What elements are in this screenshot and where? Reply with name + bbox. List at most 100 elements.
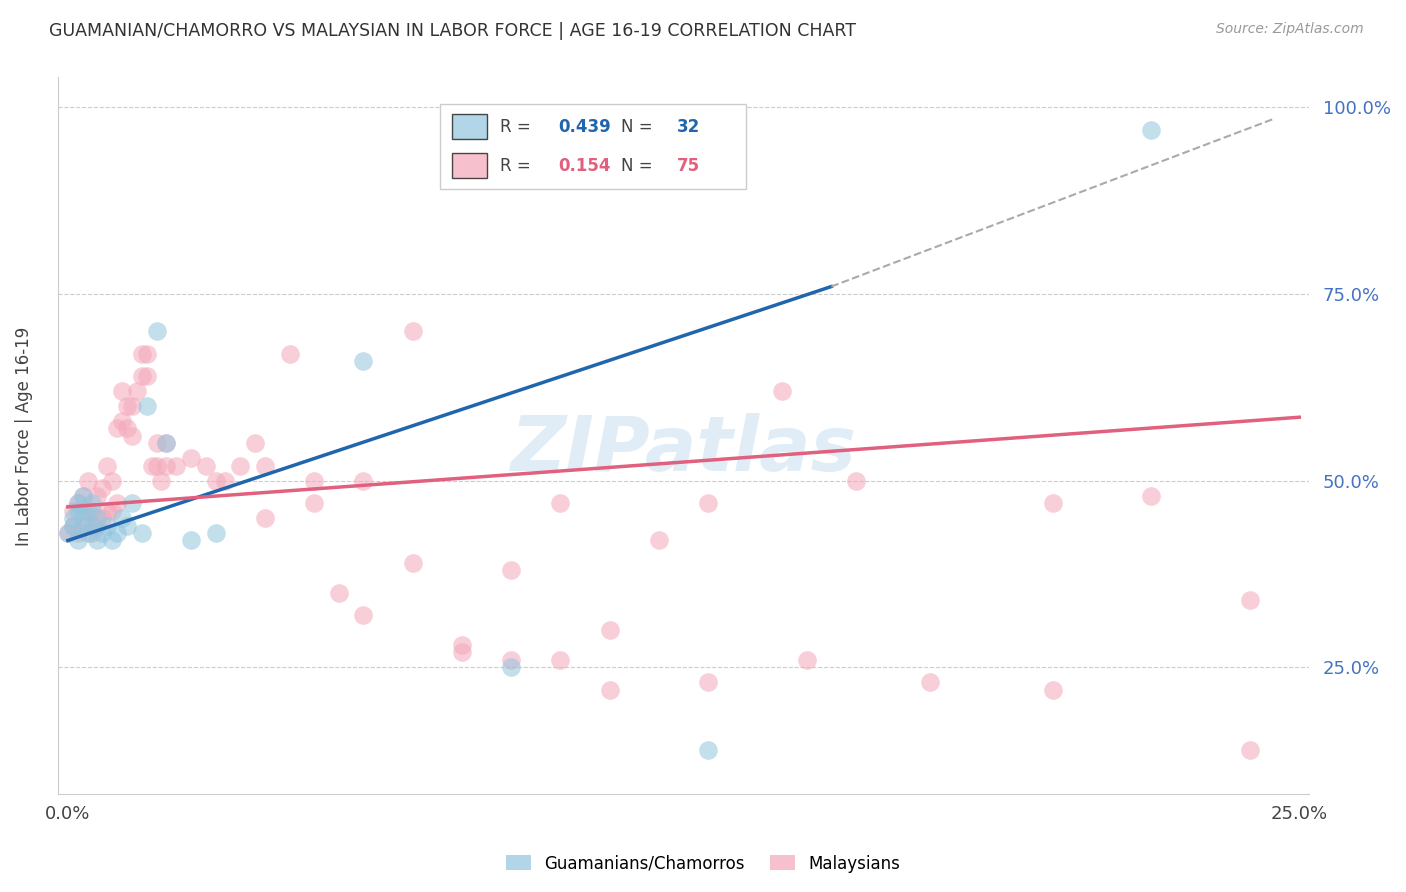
Point [204, 474, 226, 488]
Point [125, 384, 148, 398]
Point [76, 526, 98, 541]
Point [62, 518, 84, 533]
Text: 0.154: 0.154 [558, 157, 612, 175]
Point [278, 347, 301, 361]
Point [180, 533, 202, 548]
Text: 75: 75 [678, 157, 700, 175]
Point [66, 526, 89, 541]
Point [91, 511, 114, 525]
Point [66, 533, 89, 548]
FancyBboxPatch shape [453, 153, 486, 178]
Point [56, 526, 79, 541]
Point [121, 429, 143, 443]
Point [76, 503, 98, 517]
Point [155, 436, 177, 450]
Point [72, 489, 94, 503]
Point [131, 526, 153, 541]
Point [72, 503, 94, 517]
Point [328, 585, 350, 599]
Text: 0.439: 0.439 [558, 118, 612, 136]
Text: GUAMANIAN/CHAMORRO VS MALAYSIAN IN LABOR FORCE | AGE 16-19 CORRELATION CHART: GUAMANIAN/CHAMORRO VS MALAYSIAN IN LABOR… [49, 22, 856, 40]
Point [115, 518, 138, 533]
Point [352, 608, 374, 623]
Point [76, 474, 98, 488]
Point [150, 474, 173, 488]
Point [72, 518, 94, 533]
Point [451, 638, 474, 652]
Point [845, 474, 868, 488]
Point [82, 503, 104, 517]
Y-axis label: In Labor Force | Age 16-19: In Labor Force | Age 16-19 [15, 326, 32, 546]
Text: Source: ZipAtlas.com: Source: ZipAtlas.com [1216, 22, 1364, 37]
Point [253, 511, 276, 525]
Point [66, 496, 89, 510]
Point [796, 653, 818, 667]
Point [105, 526, 128, 541]
Point [501, 653, 523, 667]
Point [135, 369, 157, 384]
Point [401, 324, 423, 338]
Point [352, 354, 374, 368]
Point [135, 347, 157, 361]
Point [111, 511, 134, 525]
Point [105, 496, 128, 510]
Point [96, 458, 118, 473]
Point [101, 503, 124, 517]
Point [145, 458, 167, 473]
Point [86, 489, 108, 503]
Point [1140, 122, 1163, 136]
Point [648, 533, 671, 548]
Point [96, 503, 118, 517]
Point [550, 496, 572, 510]
Point [194, 458, 217, 473]
Point [1140, 489, 1163, 503]
Point [72, 489, 94, 503]
Point [72, 518, 94, 533]
Point [180, 451, 202, 466]
Point [101, 474, 124, 488]
Point [111, 384, 134, 398]
Point [86, 518, 108, 533]
Point [121, 399, 143, 413]
Point [214, 474, 236, 488]
Point [501, 660, 523, 674]
Point [243, 436, 266, 450]
Text: ZIPatlas: ZIPatlas [510, 413, 856, 487]
Point [599, 623, 621, 637]
Point [62, 503, 84, 517]
Text: N =: N = [621, 118, 658, 136]
Point [401, 556, 423, 570]
Point [697, 496, 720, 510]
Point [62, 518, 84, 533]
Point [145, 436, 167, 450]
Point [86, 533, 108, 548]
Point [155, 458, 177, 473]
Point [56, 526, 79, 541]
Point [501, 563, 523, 577]
Point [86, 511, 108, 525]
Point [66, 503, 89, 517]
Point [96, 518, 118, 533]
Text: R =: R = [499, 118, 536, 136]
Point [115, 399, 138, 413]
FancyBboxPatch shape [440, 104, 747, 188]
Text: 32: 32 [678, 118, 700, 136]
Point [352, 474, 374, 488]
Point [253, 458, 276, 473]
Point [121, 496, 143, 510]
Point [131, 369, 153, 384]
Point [105, 421, 128, 435]
Point [66, 496, 89, 510]
Point [115, 421, 138, 435]
Point [91, 526, 114, 541]
Point [918, 675, 941, 690]
Point [131, 347, 153, 361]
Point [82, 518, 104, 533]
Point [91, 481, 114, 495]
Text: N =: N = [621, 157, 658, 175]
Point [697, 675, 720, 690]
Legend: Guamanians/Chamorros, Malaysians: Guamanians/Chamorros, Malaysians [499, 848, 907, 880]
Point [204, 526, 226, 541]
Point [82, 526, 104, 541]
Point [599, 682, 621, 697]
